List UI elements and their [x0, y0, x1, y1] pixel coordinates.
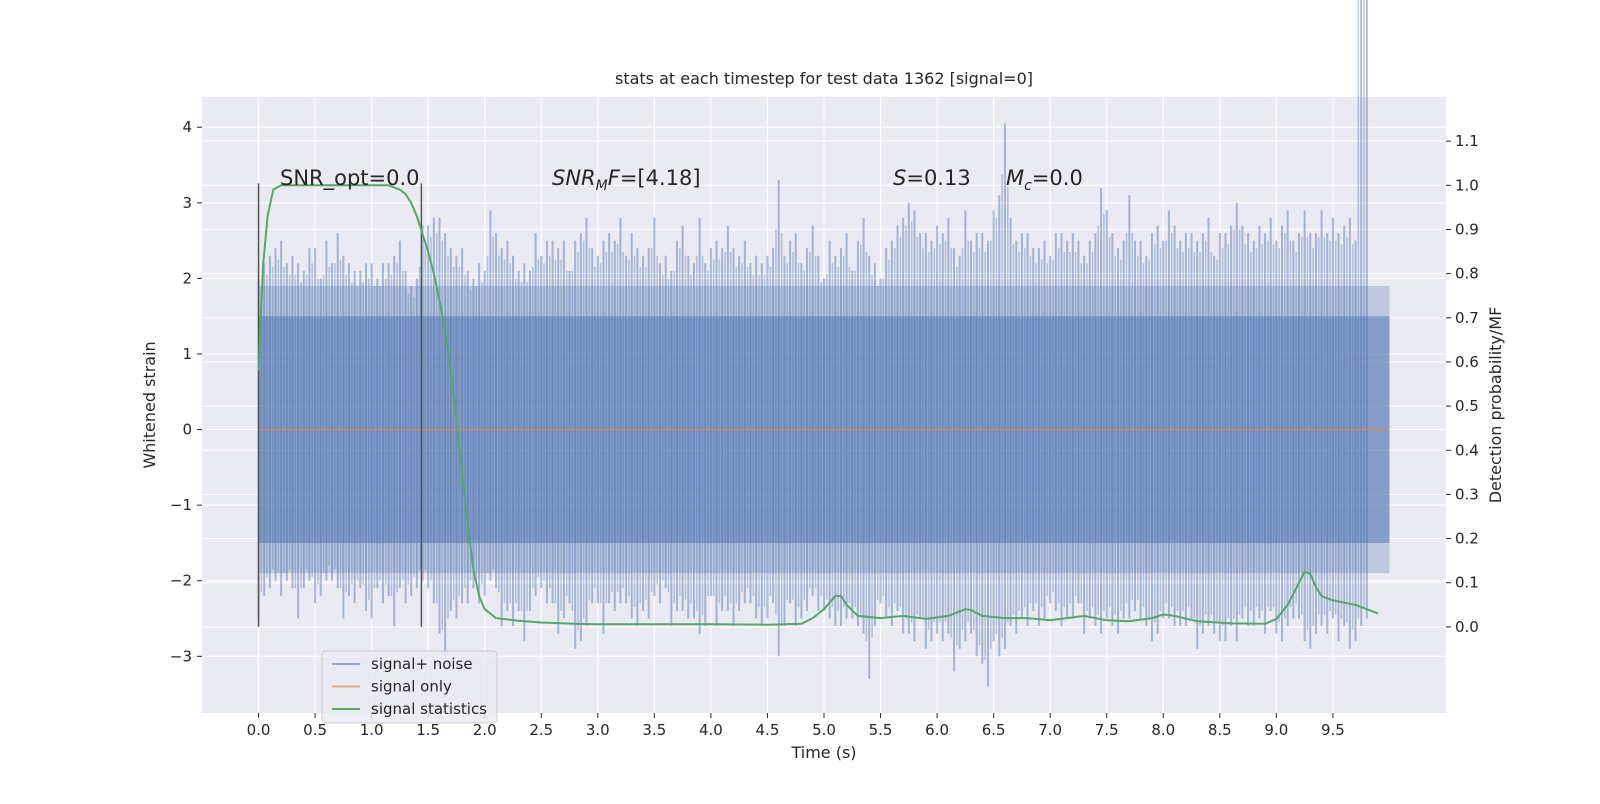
y-tick-label: 4 — [182, 118, 192, 136]
data-layer — [257, 0, 1390, 687]
legend-label-signal-statistics: signal statistics — [371, 700, 487, 718]
annotation-s: S=0.13 — [893, 166, 971, 190]
annotation-s-value: =0.13 — [906, 166, 970, 190]
axes-layer: 0.0 0.5 1.0 1.5 2.0 2.5 3.0 3.5 4.0 4.5 5.0 5.5 6.0 6… — [170, 118, 1479, 739]
x-tick-label: 6.5 — [982, 721, 1006, 739]
annotation-mc-var: M — [1006, 166, 1024, 190]
x-axis-label: Time (s) — [790, 743, 856, 762]
x-tick-label: 9.5 — [1321, 721, 1345, 739]
x-tick-label: 5.5 — [869, 721, 893, 739]
chart-title: stats at each timestep for test data 136… — [615, 69, 1033, 88]
y2-tick-label: 0.6 — [1455, 353, 1479, 371]
y-tick-label: −3 — [170, 647, 192, 665]
x-tick-label: 4.0 — [699, 721, 723, 739]
y2-tick-label: 0.5 — [1455, 397, 1479, 415]
x-tick-label: 5.0 — [812, 721, 836, 739]
y-tick-label: −2 — [170, 572, 192, 590]
annotation-mc-value: =0.0 — [1032, 166, 1083, 190]
y-tick-label: 2 — [182, 269, 192, 287]
x-tick-label: 0.5 — [303, 721, 327, 739]
y2-tick-label: 0.4 — [1455, 441, 1479, 459]
x-tick-label: 6.0 — [925, 721, 949, 739]
y2-tick-label: 0.0 — [1455, 618, 1479, 636]
x-tick-label: 2.0 — [473, 721, 497, 739]
y-tick-label: −1 — [170, 496, 192, 514]
x-tick-label: 7.5 — [1095, 721, 1119, 739]
y-tick-label: 1 — [182, 345, 192, 363]
legend: signal+ noise signal only signal statist… — [321, 650, 498, 724]
legend-box — [321, 650, 498, 724]
annotation-snr-mf-value: =[4.18] — [620, 166, 701, 190]
y2-tick-label: 0.7 — [1455, 309, 1479, 327]
y2-tick-label: 0.2 — [1455, 530, 1479, 548]
legend-label-signal-noise: signal+ noise — [371, 655, 473, 673]
legend-label-signal-only: signal only — [371, 678, 452, 696]
y2-tick-label: 0.3 — [1455, 485, 1479, 503]
signal-statistics-line — [257, 184, 1379, 626]
annotation-snr-mf-var: SNR — [552, 166, 596, 190]
x-tick-label: 8.0 — [1151, 721, 1175, 739]
y2-tick-label: 1.1 — [1455, 132, 1479, 150]
x-tick-label: 3.5 — [642, 721, 666, 739]
x-tick-label: 9.0 — [1264, 721, 1288, 739]
x-tick-label: 7.0 — [1038, 721, 1062, 739]
y2-axis-label: Detection probability/MF — [1486, 307, 1505, 504]
x-tick-label: 2.5 — [529, 721, 553, 739]
x-tick-label: 1.0 — [360, 721, 384, 739]
annotation-snr-opt: SNR_opt=0.0 — [280, 166, 420, 191]
annotation-mc: Mc=0.0 — [1006, 166, 1083, 194]
annotation-snr-mf-sub: M — [596, 178, 608, 194]
y-tick-label: 3 — [182, 194, 192, 212]
annotation-s-var: S — [893, 166, 906, 190]
annotation-snr-mf: SNRMF=[4.18] — [552, 166, 701, 194]
y2-tick-label: 0.1 — [1455, 574, 1479, 592]
x-tick-label: 3.0 — [586, 721, 610, 739]
annotation-mc-sub: c — [1024, 178, 1032, 194]
y2-tick-label: 0.8 — [1455, 265, 1479, 283]
x-tick-label: 8.5 — [1208, 721, 1232, 739]
y-axis-label: Whitened strain — [140, 341, 159, 468]
annotation-snr-mf-var2: F — [608, 166, 621, 190]
x-tick-label: 0.0 — [247, 721, 271, 739]
x-tick-label: 4.5 — [756, 721, 780, 739]
x-tick-label: 1.5 — [416, 721, 440, 739]
y-tick-label: 0 — [182, 421, 192, 439]
y2-tick-label: 1.0 — [1455, 176, 1479, 194]
y2-tick-label: 0.9 — [1455, 220, 1479, 238]
